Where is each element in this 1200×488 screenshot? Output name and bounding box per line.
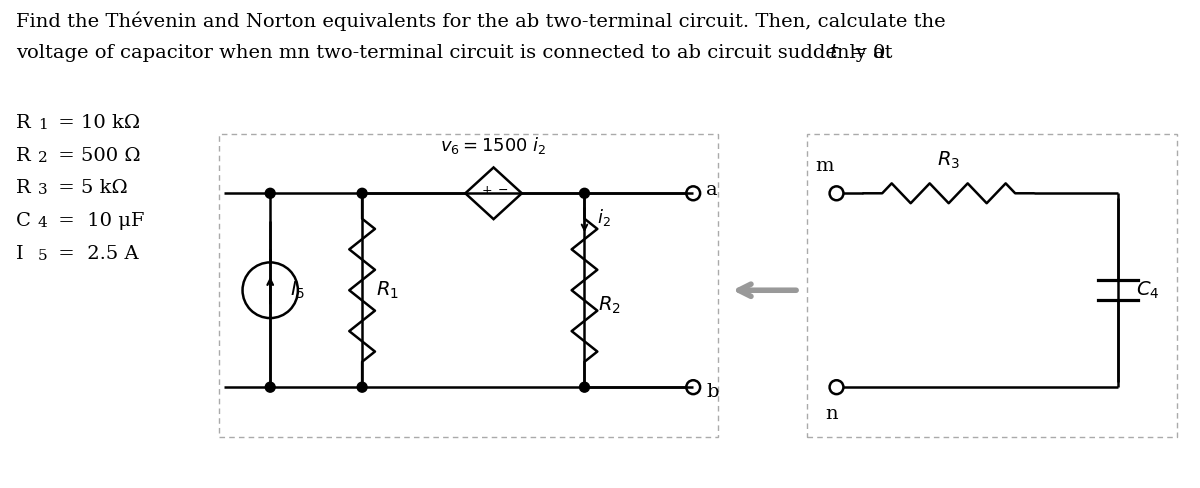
Text: b: b [706,383,719,401]
Text: C: C [17,212,31,230]
Text: m: m [816,158,834,175]
Circle shape [358,382,367,392]
Text: = 0.: = 0. [845,44,892,62]
Text: = 5 kΩ: = 5 kΩ [52,180,127,197]
Text: $t$: $t$ [829,44,839,62]
Text: 1: 1 [38,118,48,132]
Bar [806,134,1177,437]
Circle shape [580,188,589,198]
Text: $v_6 = 1500\ i_2$: $v_6 = 1500\ i_2$ [440,135,547,156]
Circle shape [358,188,367,198]
Text: I: I [17,245,24,263]
Text: =  10 μF: = 10 μF [52,212,144,230]
Bar [218,134,718,437]
Text: R: R [17,180,31,197]
Text: = 500 Ω: = 500 Ω [52,146,140,164]
Circle shape [265,188,275,198]
Text: 2: 2 [38,150,48,164]
Text: +: + [481,184,492,197]
Text: $R_3$: $R_3$ [937,150,960,171]
Text: 4: 4 [38,216,48,230]
Text: R: R [17,146,31,164]
Text: −: − [497,184,508,197]
Text: =  2.5 A: = 2.5 A [52,245,138,263]
Text: = 10 kΩ: = 10 kΩ [52,114,140,132]
Text: $R_1$: $R_1$ [376,280,398,301]
Circle shape [265,382,275,392]
Text: $C_4$: $C_4$ [1136,280,1159,301]
Circle shape [580,382,589,392]
Text: R: R [17,114,31,132]
Text: $i_2$: $i_2$ [598,207,611,228]
Text: Find the Thévenin and Norton equivalents for the ab two-terminal circuit. Then, : Find the Thévenin and Norton equivalents… [17,11,946,31]
Text: a: a [706,182,718,199]
Text: voltage of capacitor when mn two-terminal circuit is connected to ab circuit sud: voltage of capacitor when mn two-termina… [17,44,899,62]
Text: $I_5$: $I_5$ [290,280,305,301]
Text: 3: 3 [38,183,48,197]
Text: $R_2$: $R_2$ [599,294,622,316]
Text: n: n [826,405,838,423]
Text: 5: 5 [38,249,48,263]
